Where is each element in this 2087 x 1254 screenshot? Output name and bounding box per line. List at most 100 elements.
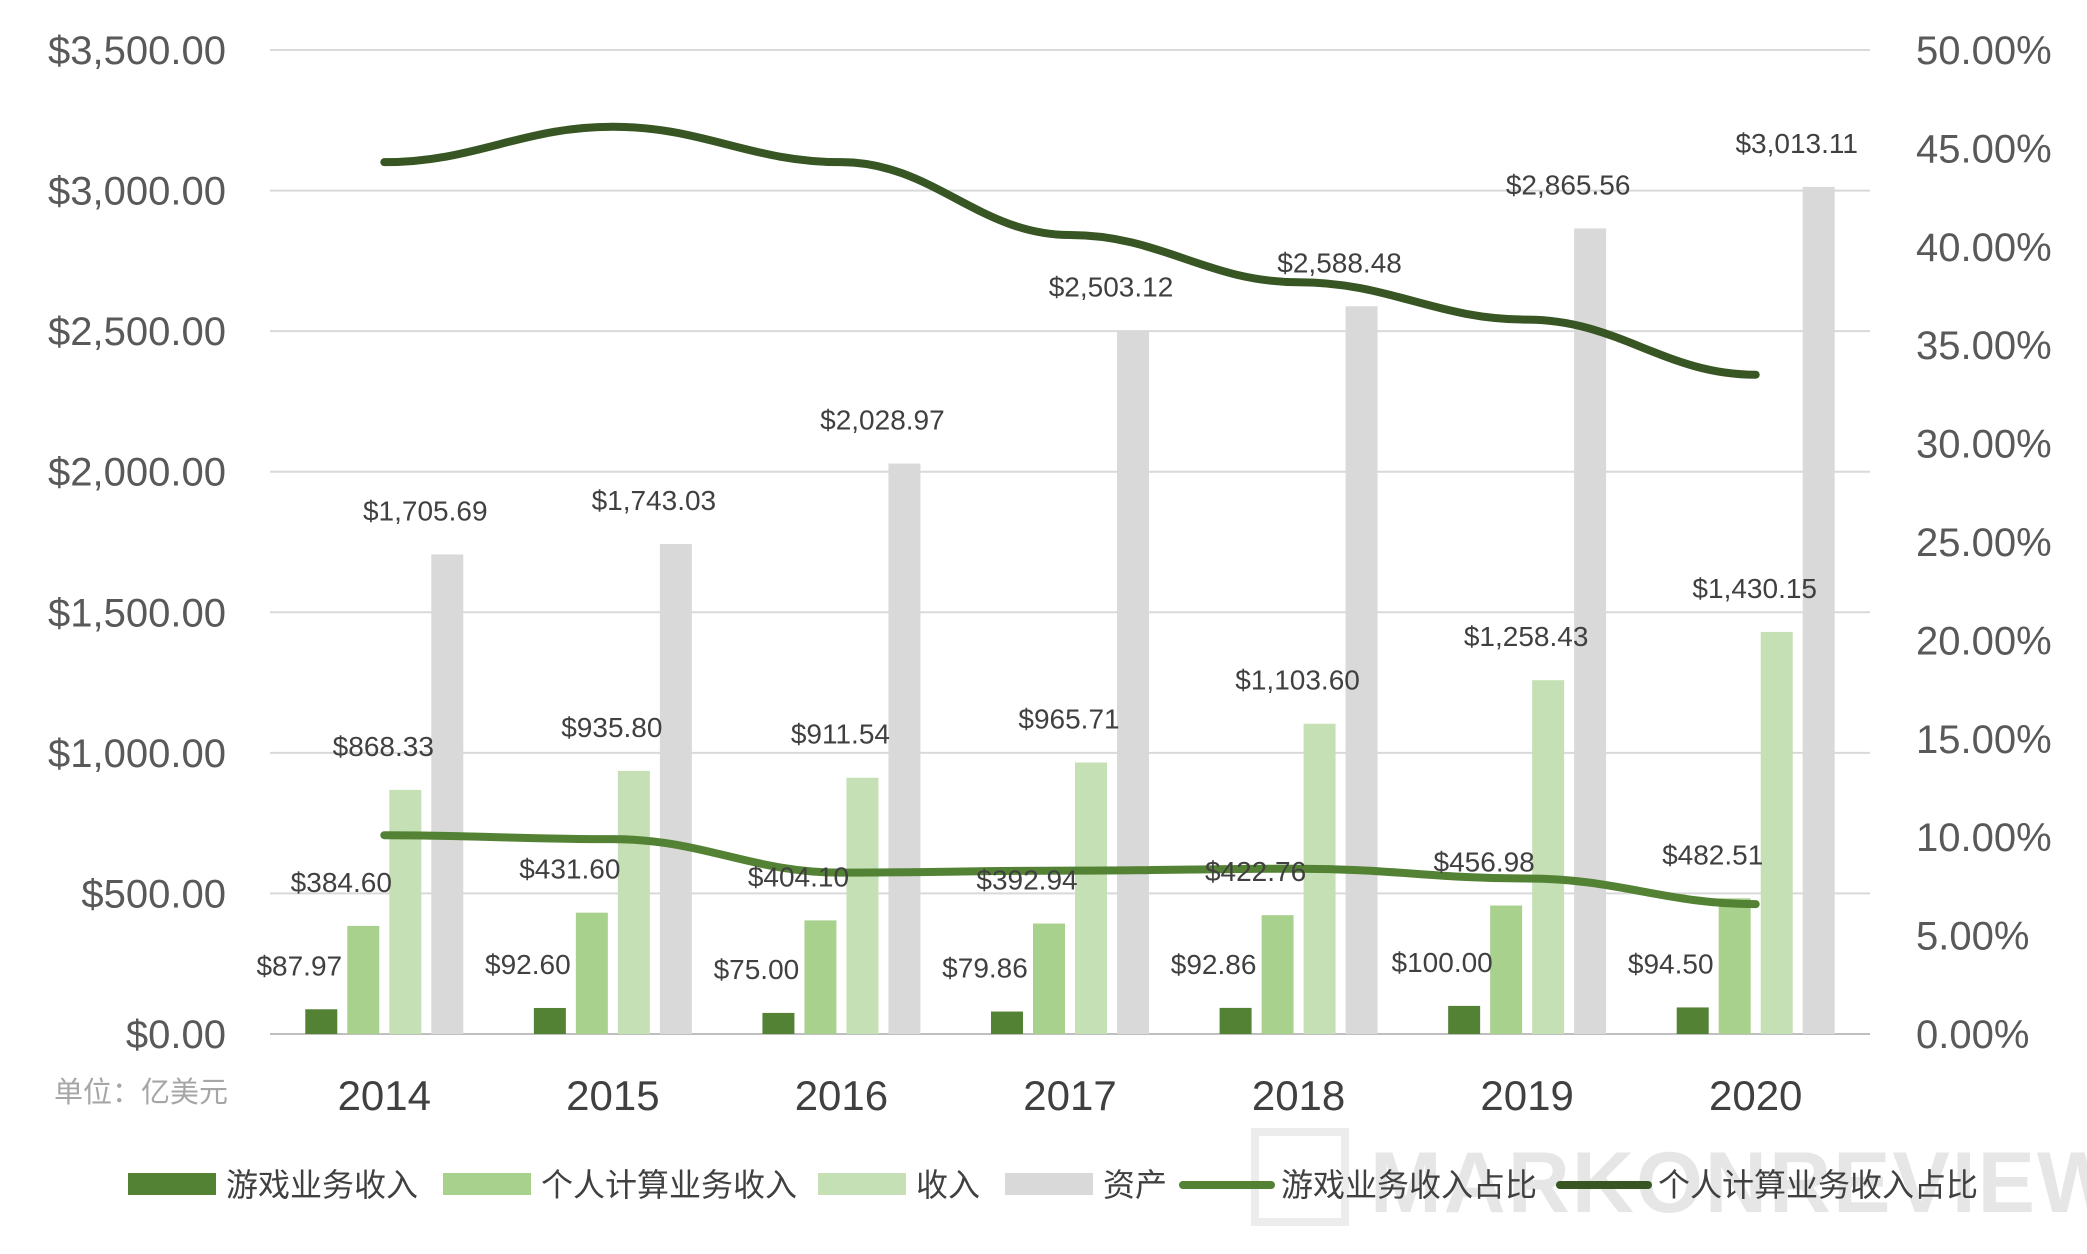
data-label: $3,013.11 [1735,128,1858,159]
x-tick: 2019 [1480,1072,1573,1119]
y-left-tick: $2,500.00 [48,310,226,354]
data-label: $868.33 [333,731,434,762]
data-label: $422.76 [1205,856,1306,887]
y-right-tick: 20.00% [1916,619,2052,663]
watermark-text: MARKONREVIEW [1370,1135,2087,1231]
legend: 游戏业务收入 个人计算业务收入 收入 资产 游戏业务收入占比 个人计算业务收入占比 [128,1167,1978,1203]
data-label: $384.60 [291,867,392,898]
data-label: $2,588.48 [1277,247,1402,278]
bar [1219,1007,1252,1034]
bar [991,1011,1023,1034]
legend-label: 收入 [916,1167,980,1203]
y-right-tick: 35.00% [1916,324,2052,368]
left-axis: $0.00 $500.00 $1,000.00 $1,500.00 $2,000.00 $… [48,29,226,1057]
x-axis: 2014 2015 2016 2017 2018 2019 2020 [338,1072,1803,1119]
bar [1448,1005,1481,1034]
series-line [380,831,1760,909]
data-label: $911.54 [791,719,890,750]
bar [1490,905,1523,1034]
bar [617,770,650,1034]
bar [1574,228,1607,1034]
bar [575,912,608,1034]
bar [659,543,692,1034]
legend-swatch [128,1173,216,1195]
y-right-tick: 0.00% [1916,1013,2029,1057]
data-label: $92.86 [1171,949,1257,980]
data-label: $1,743.03 [592,485,717,516]
bars [305,186,1835,1035]
legend-label: 个人计算业务收入 [541,1167,797,1203]
data-label: $431.60 [519,854,620,885]
unit-note: 单位：亿美元 [54,1076,228,1109]
series-line [380,122,1760,379]
bar [1532,680,1565,1034]
bar [1760,631,1793,1034]
bar [846,777,879,1034]
bar [1303,723,1336,1034]
bar [888,463,921,1034]
y-right-tick: 50.00% [1916,29,2052,73]
x-tick: 2018 [1252,1072,1345,1119]
x-tick: 2014 [338,1072,431,1119]
right-axis: 0.00% 5.00% 10.00% 15.00% 20.00% 25.00% 30.00%… [1916,29,2052,1057]
y-right-tick: 10.00% [1916,816,2052,860]
bar [389,789,422,1034]
watermark: MARKONREVIEW [1251,1128,2087,1231]
bar [431,554,464,1034]
y-right-tick: 5.00% [1916,915,2029,959]
data-label: $2,028.97 [820,405,945,436]
data-label: $1,258.43 [1464,621,1589,652]
data-label: $935.80 [561,712,662,743]
data-label: $404.10 [748,861,849,892]
data-label: $392.94 [976,865,1077,896]
x-tick: 2015 [566,1072,659,1119]
y-left-tick: $1,000.00 [48,732,226,776]
data-label: $1,705.69 [363,495,488,526]
data-label: $1,430.15 [1692,573,1817,604]
legend-label: 游戏业务收入 [226,1167,418,1203]
y-right-tick: 40.00% [1916,226,2052,270]
y-left-tick: $3,500.00 [48,29,226,73]
data-label: $2,865.56 [1506,169,1631,200]
data-label: $456.98 [1434,847,1535,878]
legend-label: 资产 [1103,1167,1167,1203]
data-label: $87.97 [256,950,342,981]
legend-swatch [818,1173,906,1195]
data-labels: $87.97 $92.60 $75.00 $79.86 $92.86 $100.00 $94… [256,128,1857,985]
bar [804,920,837,1034]
legend-label: 个人计算业务收入占比 [1658,1167,1978,1203]
y-left-tick: $3,000.00 [48,170,226,214]
data-label: $2,503.12 [1049,271,1174,302]
bar [1345,306,1378,1034]
x-tick: 2016 [795,1072,888,1119]
data-label: $965.71 [1018,703,1119,734]
lines [380,122,1760,909]
y-right-tick: 15.00% [1916,718,2052,762]
bar [533,1007,566,1034]
y-left-tick: $1,500.00 [48,591,226,635]
watermark-logo [1251,1128,1349,1226]
data-label: $94.50 [1628,948,1714,979]
bar [1075,762,1107,1034]
bar [1676,1007,1709,1034]
bar [1718,898,1751,1034]
bar [1033,923,1065,1034]
data-label: $482.51 [1662,839,1763,870]
legend-label: 游戏业务收入占比 [1281,1167,1537,1203]
legend-swatch [443,1173,531,1195]
bar [762,1012,795,1034]
bar [1802,186,1835,1035]
bar [305,1009,338,1034]
y-right-tick: 30.00% [1916,423,2052,467]
data-label: $79.86 [942,953,1028,984]
x-tick: 2020 [1709,1072,1802,1119]
bar [1261,915,1294,1034]
y-left-tick: $0.00 [126,1013,226,1057]
y-right-tick: 45.00% [1916,127,2052,171]
y-right-tick: 25.00% [1916,521,2052,565]
data-label: $100.00 [1392,947,1493,978]
data-label: $75.00 [714,954,800,985]
data-label: $92.60 [485,949,571,980]
